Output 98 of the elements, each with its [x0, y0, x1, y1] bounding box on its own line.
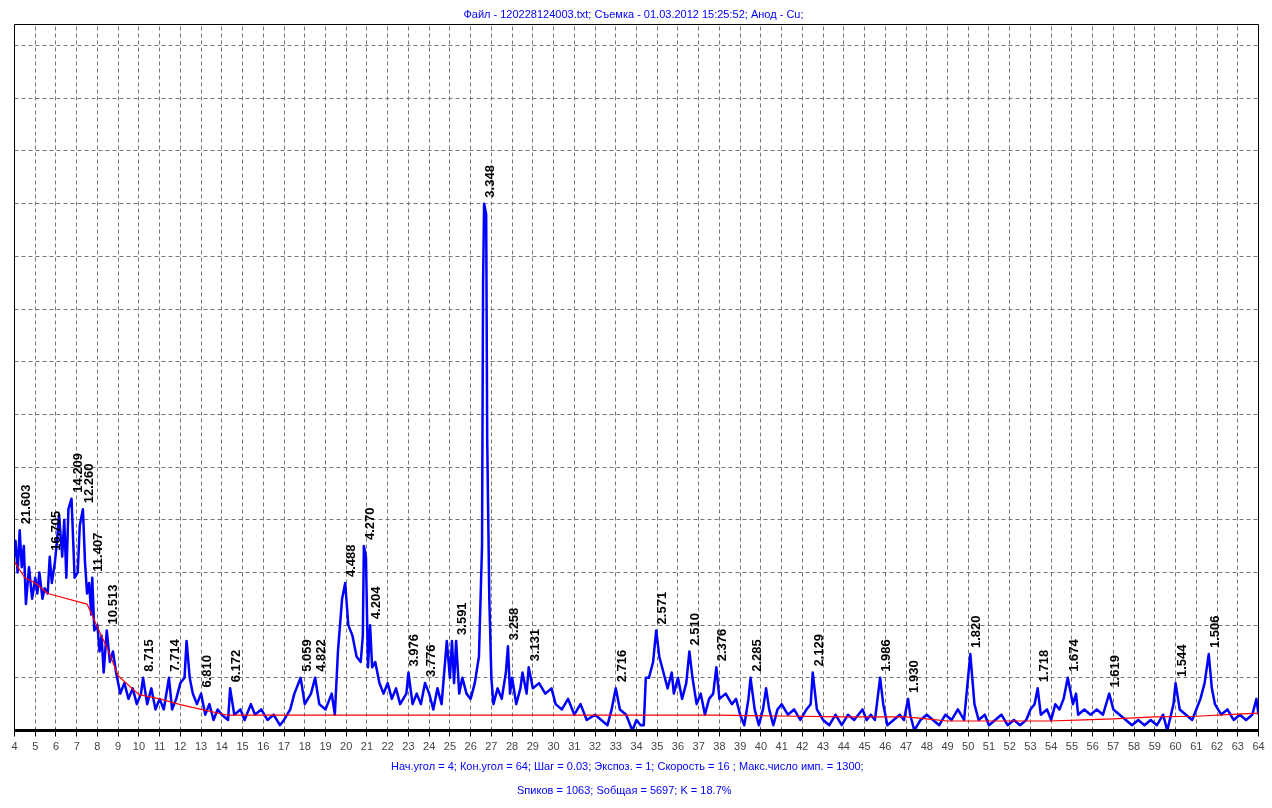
x-tick-label: 43 — [816, 739, 830, 752]
annotation: 3.776 — [423, 644, 439, 678]
x-tick-label: 27 — [485, 739, 498, 752]
annotation: 8.715 — [141, 639, 157, 672]
x-tick-label: 25 — [443, 739, 457, 752]
annotation: 1.820 — [968, 615, 984, 649]
annotation: 6.810 — [199, 655, 215, 688]
annotation: 3.591 — [454, 602, 470, 635]
x-tick-label: 29 — [526, 739, 539, 752]
x-tick-label: 17 — [277, 739, 291, 752]
x-tick-label: 45 — [858, 739, 871, 752]
x-tick-label: 12 — [174, 739, 187, 752]
annotation: 2.510 — [687, 612, 703, 646]
annotation: 11.407 — [90, 532, 106, 572]
annotation: 6.172 — [228, 649, 244, 683]
x-tick-label: 54 — [1045, 739, 1058, 752]
annotation: 4.204 — [368, 585, 384, 620]
annotation: 1.930 — [906, 660, 922, 693]
x-tick-label: 62 — [1210, 739, 1224, 752]
annotation: 5.059 — [298, 639, 314, 672]
x-tick-label: 8 — [94, 739, 101, 752]
x-tick-label: 26 — [464, 739, 477, 752]
x-tick-label: 7 — [73, 739, 80, 752]
x-tick-label: 60 — [1169, 739, 1182, 752]
annotation: 3.258 — [505, 607, 521, 641]
annotation: 2.376 — [714, 628, 730, 662]
annotation: 21.603 — [17, 484, 33, 525]
x-tick-label: 49 — [941, 739, 954, 752]
x-tick-label: 37 — [692, 739, 705, 752]
annotation: 1.544 — [1173, 643, 1189, 678]
annotation: 3.131 — [526, 628, 542, 662]
x-tick-label: 23 — [402, 739, 415, 752]
annotation: 10.513 — [104, 584, 120, 625]
x-tick-label: 18 — [298, 739, 311, 752]
x-tick-label: 10 — [132, 739, 146, 752]
x-tick-label: 30 — [547, 739, 560, 752]
x-tick-label: 21 — [360, 739, 374, 752]
x-tick-label: 38 — [713, 739, 726, 752]
annotation: 2.716 — [613, 649, 629, 683]
x-tick-label: 40 — [754, 739, 768, 752]
annotation: 1.674 — [1065, 638, 1081, 672]
x-tick-label: 14 — [215, 739, 228, 752]
x-tick-label: 48 — [920, 739, 933, 752]
annotation: 14.209 — [69, 452, 85, 493]
x-tick-label: 56 — [1086, 739, 1099, 752]
x-tick-label: 15 — [236, 739, 249, 752]
x-tick-label: 47 — [899, 739, 913, 752]
x-tick-label: 28 — [505, 739, 519, 752]
x-tick-label: 5 — [32, 739, 39, 752]
text: Sпиков = 1063; Sобщая = 5697; K = 18.7% — [517, 783, 732, 796]
annotation: 1.986 — [878, 639, 894, 672]
x-tick-label: 42 — [796, 739, 809, 752]
x-tick-label: 19 — [319, 739, 332, 752]
x-tick-label: 46 — [879, 739, 892, 752]
x-tick-label: 31 — [568, 739, 581, 752]
annotation: 2.571 — [654, 591, 670, 625]
annotation: 4.270 — [361, 507, 377, 541]
x-tick-label: 51 — [982, 739, 996, 752]
x-tick-label: 50 — [962, 739, 975, 752]
x-tick-label: 4 — [11, 739, 18, 752]
x-tick-label: 16 — [257, 739, 270, 752]
annotation: 3.976 — [406, 634, 422, 667]
annotation: 1.718 — [1035, 649, 1051, 683]
annotation: 3.348 — [482, 165, 498, 198]
x-tick-label: 36 — [671, 739, 685, 752]
x-tick-label: 9 — [115, 739, 122, 752]
x-tick-label: 58 — [1127, 739, 1141, 752]
x-tick-label: 57 — [1107, 739, 1120, 752]
annotation: 7.714 — [166, 638, 182, 672]
x-tick-label: 33 — [609, 739, 622, 752]
x-tick-label: 13 — [194, 739, 208, 752]
annotation: 16.705 — [47, 510, 63, 551]
annotation: 1.506 — [1206, 615, 1222, 649]
x-tick-label: 32 — [588, 739, 602, 752]
x-tick-label: 44 — [837, 739, 850, 752]
x-tick-label: 6 — [52, 739, 60, 752]
x-tick-label: 22 — [381, 739, 394, 752]
x-tick-label: 61 — [1190, 739, 1203, 752]
x-tick-label: 35 — [651, 739, 664, 752]
x-tick-label: 55 — [1065, 739, 1079, 752]
text: Нач.угол = 4; Кон.угол = 64; Шаг = 0.03; Экспоз. = 1; Скорость = 16 ; Макс.число имп. = 1300; — [390, 759, 864, 772]
annotation: 2.285 — [748, 639, 764, 672]
x-tick-label: 39 — [734, 739, 747, 752]
x-tick-label: 64 — [1252, 739, 1265, 752]
chart-title: Файл - 120228124003.txt; Съемка - 01.03.2012 15:25:52; Анод - Cu; — [463, 7, 804, 20]
x-tick-label: 20 — [340, 739, 353, 752]
x-tick-label: 11 — [153, 739, 166, 752]
annotation: 1.619 — [1107, 655, 1123, 688]
annotation: 4.822 — [313, 639, 329, 672]
x-tick-label: 52 — [1003, 739, 1016, 752]
x-tick-label: 24 — [423, 739, 436, 752]
x-tick-label: 41 — [775, 739, 788, 752]
x-tick-label: 34 — [630, 739, 643, 752]
x-tick-label: 59 — [1148, 739, 1161, 752]
annotation: 4.488 — [343, 544, 359, 577]
annotation: 2.129 — [810, 634, 826, 667]
x-tick-label: 53 — [1024, 739, 1037, 752]
x-tick-label: 63 — [1231, 739, 1244, 752]
